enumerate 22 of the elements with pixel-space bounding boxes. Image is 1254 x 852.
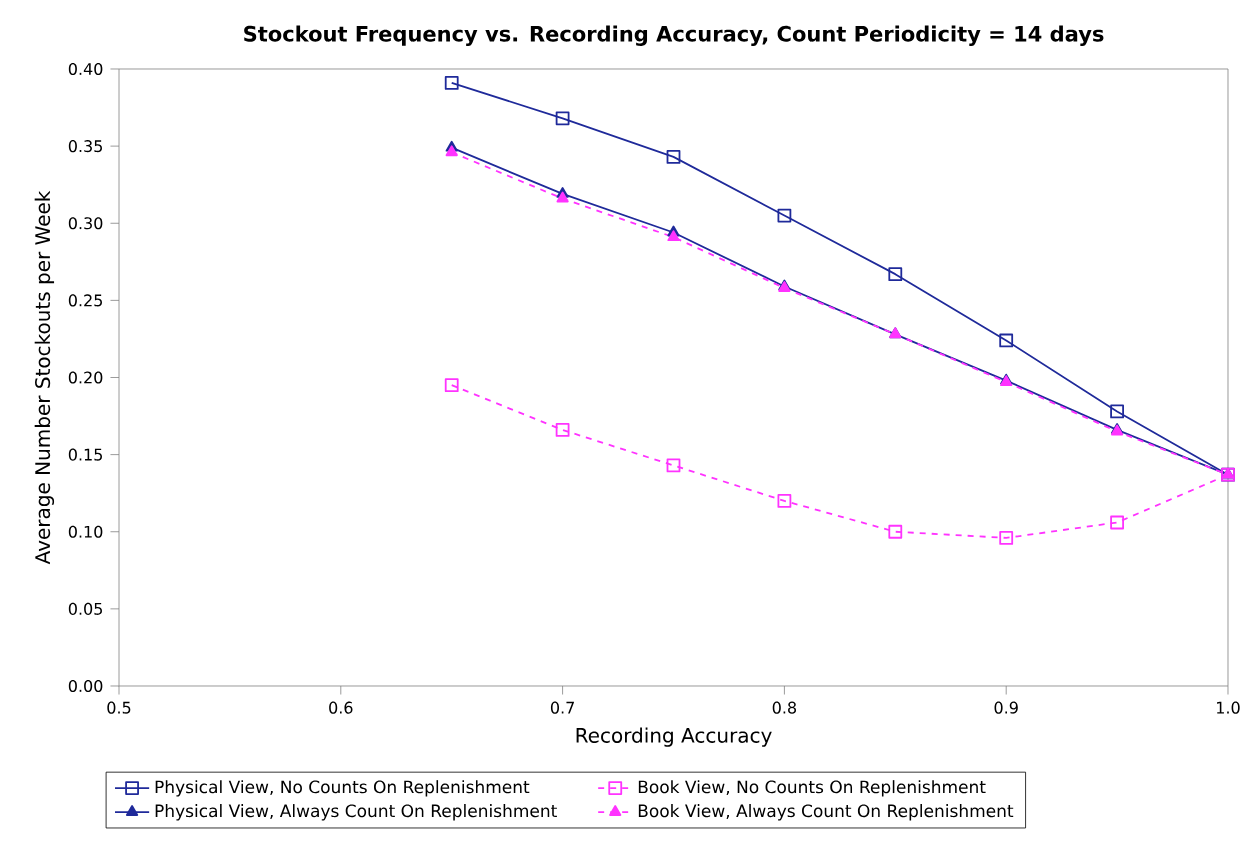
y-tick-label: 0.35: [68, 140, 102, 153]
legend-label: Physical View, Always Count On Replenishment: [155, 804, 557, 821]
x-tick-label: 0.6: [329, 701, 353, 714]
y-tick-label: 0.15: [68, 448, 102, 461]
x-tick-label: 1.0: [1217, 701, 1240, 714]
y-tick-label: 0.05: [68, 602, 102, 615]
y-tick-label: 0.40: [68, 62, 103, 76]
y-tick-label: 0.30: [68, 217, 103, 230]
y-tick-label: 0.25: [68, 294, 102, 307]
legend-label: Book View, No Counts On Replenishment: [638, 780, 986, 797]
y-axis-title: Average Number Stockouts per Week: [34, 190, 55, 565]
y-tick-label: 0.00: [68, 679, 103, 693]
legend-label: Physical View, No Counts On Replenishment: [155, 780, 530, 797]
x-axis-title: Recording Accuracy: [576, 727, 772, 747]
x-tick-label: 0.5: [107, 701, 131, 714]
x-tick-label: 0.7: [550, 701, 574, 714]
y-tick-label: 0.10: [68, 525, 103, 538]
chart-title: Stockout Frequency vs. Recording Accuracy, Count Periodicity = 14 days: [244, 25, 1104, 46]
x-tick-label: 0.8: [772, 701, 797, 714]
x-tick-label: 0.9: [994, 701, 1018, 714]
y-tick-label: 0.20: [68, 371, 103, 384]
legend-label: Book View, Always Count On Replenishment: [638, 804, 1014, 821]
